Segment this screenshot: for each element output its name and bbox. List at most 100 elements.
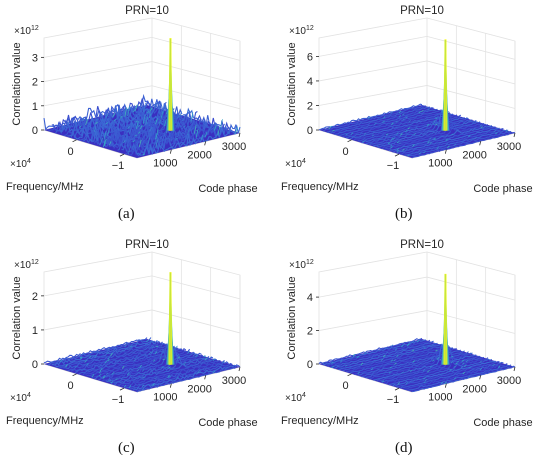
mesh-speckle [364,352,367,354]
mesh-speckle [493,130,497,133]
mesh-line [338,109,442,136]
z-tick-label: 6 [307,51,313,63]
z-tick-label: 2 [307,326,313,338]
mesh-speckle [390,111,393,114]
mesh-speckle [401,345,404,348]
mesh-line [411,365,516,393]
mesh-speckle [408,120,411,123]
mesh-speckle [461,359,464,362]
z-multiplier: ×1012 [289,25,314,37]
y-axis-label: Frequency/MHz [281,415,359,427]
mesh-speckle [123,384,127,388]
mesh-speckle [204,131,208,138]
mesh-speckle [464,365,467,368]
mesh-speckle [429,365,433,368]
mesh-speckle [110,381,114,384]
mesh-speckle [134,104,138,111]
mesh-speckle [112,113,116,117]
mesh-speckle [390,344,394,347]
mesh-speckle [408,342,411,344]
mesh-speckle [65,364,68,368]
y-tick [119,387,125,391]
mesh-line [326,106,430,133]
x-axis: 1000 2000 3000 [428,366,521,404]
mesh-speckle [398,114,402,118]
y-tick [119,153,125,157]
mesh-line [342,110,446,138]
mesh-speckle [127,146,131,155]
mesh-line [132,364,237,391]
mesh-speckle [388,371,392,374]
mesh-speckle [93,126,97,132]
x-tick [513,366,516,372]
mesh-speckle [405,129,408,132]
mesh-speckle [74,365,78,368]
mesh-speckle [436,146,439,150]
mesh-speckle [176,354,180,356]
mesh-speckle [164,119,167,127]
mesh-line [74,347,179,374]
y-tick-label: 0 [67,380,73,392]
x-tick [169,149,172,154]
mesh-speckle [433,120,436,122]
y-tick [72,139,77,143]
mesh-speckle [370,368,374,371]
mesh-speckle [103,376,106,379]
mesh-speckle [440,381,444,384]
mesh-speckle [479,367,483,371]
z-axis-label: Correlation value [11,42,23,125]
chart-title: PRN=10 [125,5,169,17]
y-axis-label: Frequency/MHz [281,181,359,193]
y-axis: −1 0 [67,373,125,406]
mesh-speckle [193,125,197,134]
mesh-line [373,343,477,381]
mesh-speckle [396,354,399,358]
mesh-speckle [137,131,141,134]
mesh-speckle [492,363,495,366]
z-tick-label: 2 [32,77,38,89]
mesh-speckle [402,118,405,121]
mesh-line [345,346,450,373]
y-axis-label: Frequency/MHz [6,415,84,427]
z-tick-label: 0 [32,359,38,371]
mesh-line [105,345,210,383]
y-multiplier: ×104 [10,158,31,170]
mesh-speckle [423,377,426,380]
mesh-speckle [495,132,498,135]
mesh-speckle [398,111,402,114]
y-tick [347,373,352,377]
z-axis: 0 2 4 6 [307,51,319,137]
z-multiplier: ×1012 [289,259,314,271]
x-tick-label: 2000 [462,149,486,161]
mesh-speckle [79,125,82,129]
mesh-speckle [406,343,410,347]
mesh-speckle [497,365,501,369]
mesh-speckle [175,345,178,348]
mesh-line [47,337,152,366]
mesh-speckle [400,133,403,136]
z-axis: 0 2 4 [307,292,319,371]
mesh-speckle [98,374,102,377]
z-axis: 0 1 2 3 [32,52,44,137]
z-multiplier-exp: 12 [306,25,314,32]
mesh-line [369,348,473,380]
mesh-speckle [177,356,181,359]
mesh-speckle [371,134,375,137]
mesh-speckle [79,356,83,359]
mesh-speckle [106,351,110,354]
x-tick-label: 1000 [153,392,177,404]
mesh-speckle [382,354,386,358]
mesh-speckle [168,366,171,369]
mesh-speckle [345,133,348,136]
mesh-speckle [138,139,142,148]
mesh-line [400,128,504,155]
mesh-speckle [393,358,396,362]
mesh-speckle [120,115,123,119]
mesh-speckle [145,117,148,125]
mesh-speckle [149,127,153,132]
mesh-speckle [179,111,182,118]
chart-panel-d: 0 2 4 ×1012 Correlation value PRN=10 1000 2000 3… [275,234,550,468]
surface-mesh [318,337,516,393]
mesh-line [125,361,229,389]
